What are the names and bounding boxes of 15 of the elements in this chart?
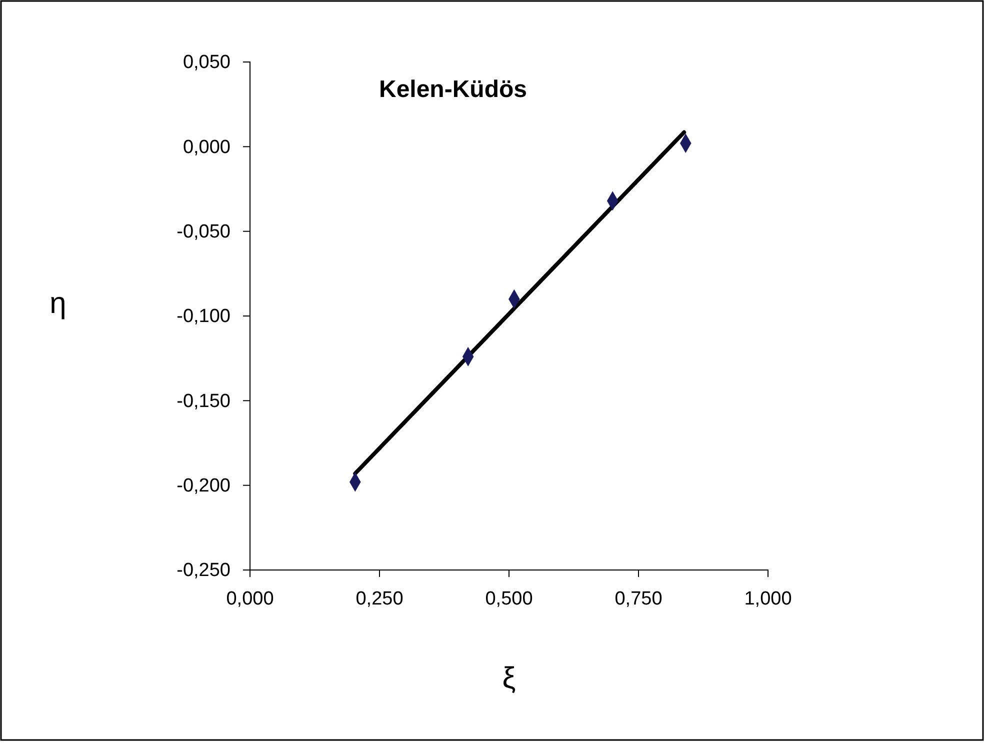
y-tick-label: -0,200 (176, 475, 230, 496)
x-tick-label: 0,750 (614, 588, 662, 610)
x-tick-label: 0,250 (356, 588, 404, 610)
text: Kelen-Küdös (378, 76, 528, 103)
x-tick-label: 1,000 (744, 588, 792, 610)
y-tick-label: -0,050 (176, 221, 230, 242)
x-tick-label: 0,500 (485, 588, 533, 610)
y-tick-label: -0,100 (176, 306, 230, 328)
y-tick-label: 0,000 (182, 136, 230, 158)
y-tick-label: -0,150 (176, 390, 230, 412)
x-tick-label: 0,000 (226, 588, 274, 610)
y-tick-label: 0,050 (182, 52, 230, 74)
y-axis-title: η (50, 287, 66, 320)
x-axis-title: ξ (502, 662, 516, 695)
y-tick-label: -0,250 (176, 560, 230, 582)
